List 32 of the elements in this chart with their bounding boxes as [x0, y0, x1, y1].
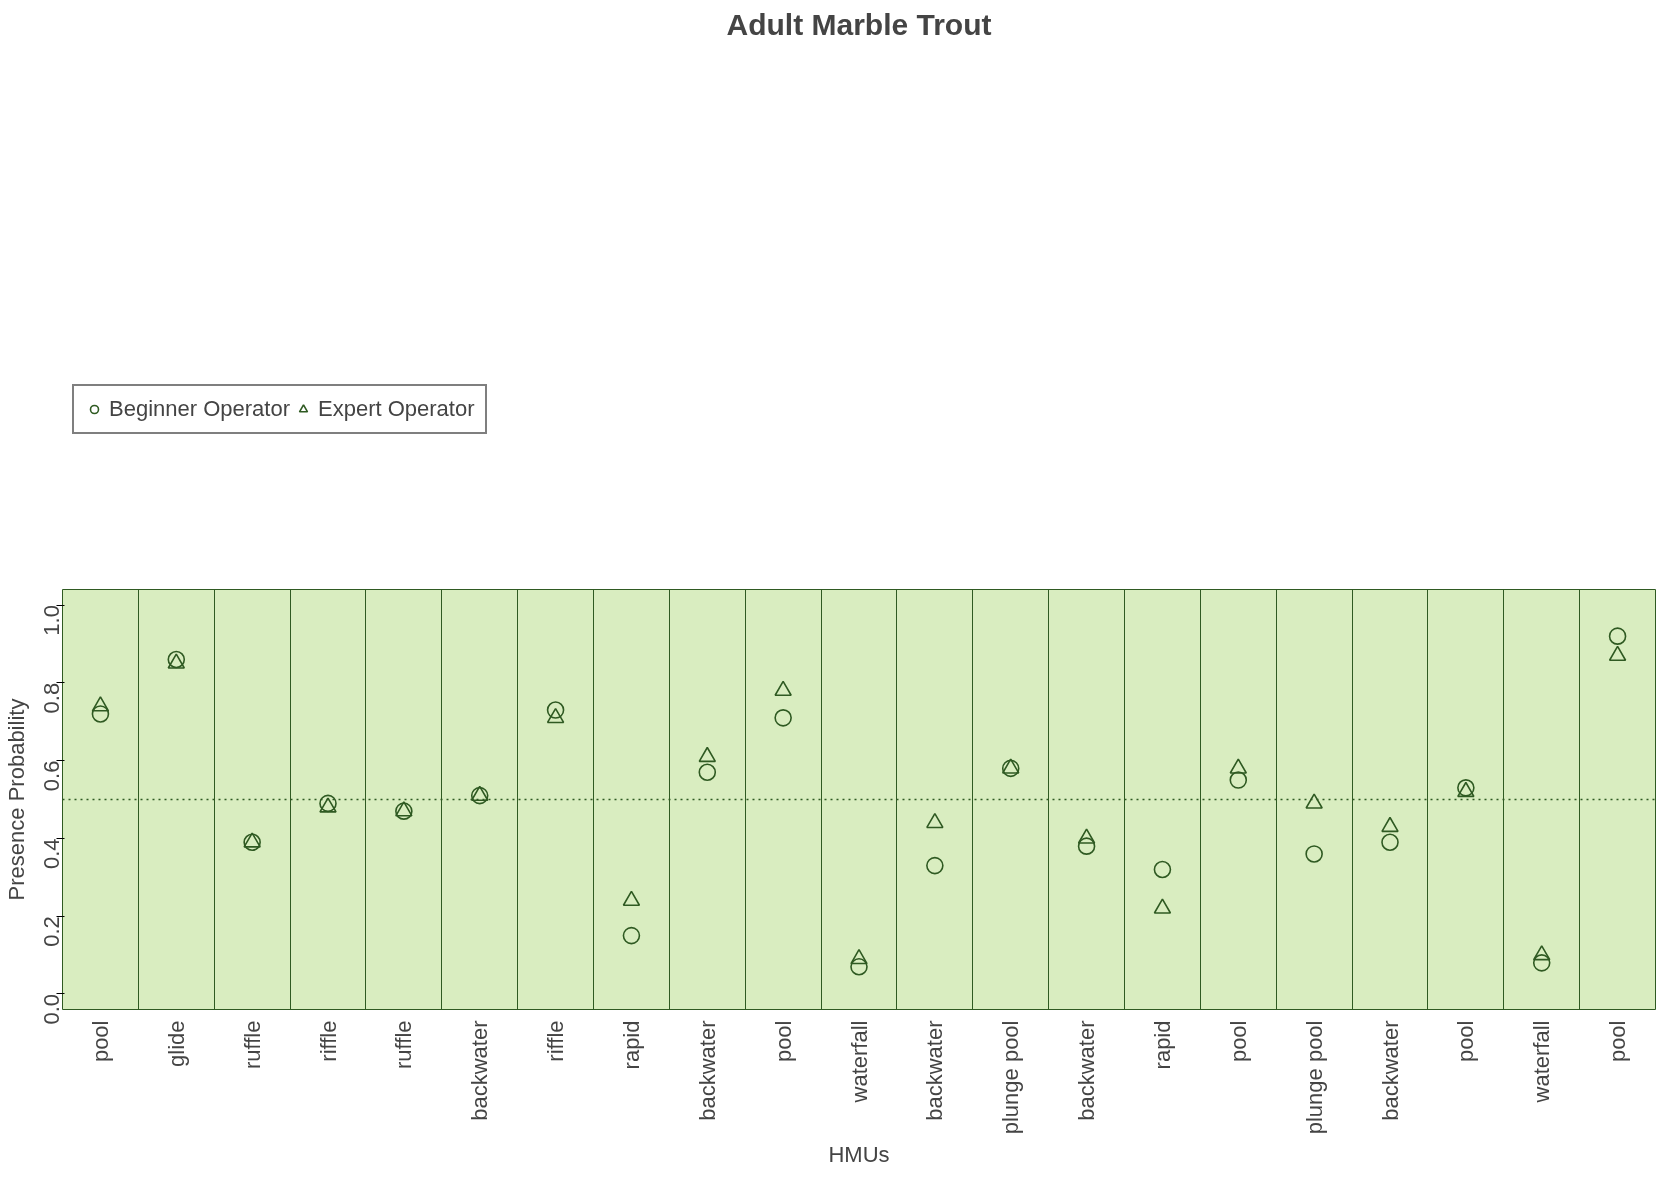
chart-title: Adult Marble Trout: [726, 7, 992, 41]
x-tick-label: backwater: [694, 1020, 720, 1121]
y-tick-label: 0.2: [39, 916, 64, 947]
x-tick-label: plunge pool: [998, 1020, 1024, 1135]
x-tick-label: backwater: [922, 1020, 948, 1121]
x-tick-label: pool: [1225, 1020, 1251, 1063]
x-tick-label: backwater: [467, 1020, 493, 1121]
x-axis-title: HMUs: [828, 1142, 890, 1168]
legend-label: Beginner Operator: [109, 396, 290, 423]
y-tick-label: 0.0: [39, 993, 64, 1025]
y-tick-label: 0.6: [39, 760, 64, 792]
y-tick-label: 0.4: [39, 838, 64, 869]
x-tick-label: pool: [87, 1020, 113, 1063]
x-tick-label: waterfall: [846, 1020, 872, 1104]
x-tick-label: ruffle: [391, 1020, 417, 1070]
x-tick-label: plunge pool: [1301, 1020, 1327, 1135]
x-tick-label: rapid: [618, 1020, 644, 1070]
x-tick-label: pool: [1453, 1020, 1479, 1063]
y-tick-label: 1.0: [39, 605, 64, 636]
legend-label: Expert Operator: [318, 396, 475, 423]
y-tick-label: 0.8: [39, 682, 64, 714]
x-tick-label: riffle: [543, 1020, 569, 1062]
x-tick-label: ruffle: [239, 1020, 265, 1070]
x-tick-label: riffle: [315, 1020, 341, 1062]
x-tick-label: rapid: [1149, 1020, 1175, 1070]
x-tick-label: waterfall: [1529, 1020, 1555, 1104]
x-tick-label: glide: [163, 1020, 189, 1067]
x-tick-label: pool: [770, 1020, 796, 1063]
x-tick-label: backwater: [1377, 1020, 1403, 1121]
x-tick-label: pool: [1605, 1020, 1631, 1063]
y-axis-title: Presence Probability: [3, 698, 29, 901]
x-tick-label: backwater: [1074, 1020, 1100, 1121]
